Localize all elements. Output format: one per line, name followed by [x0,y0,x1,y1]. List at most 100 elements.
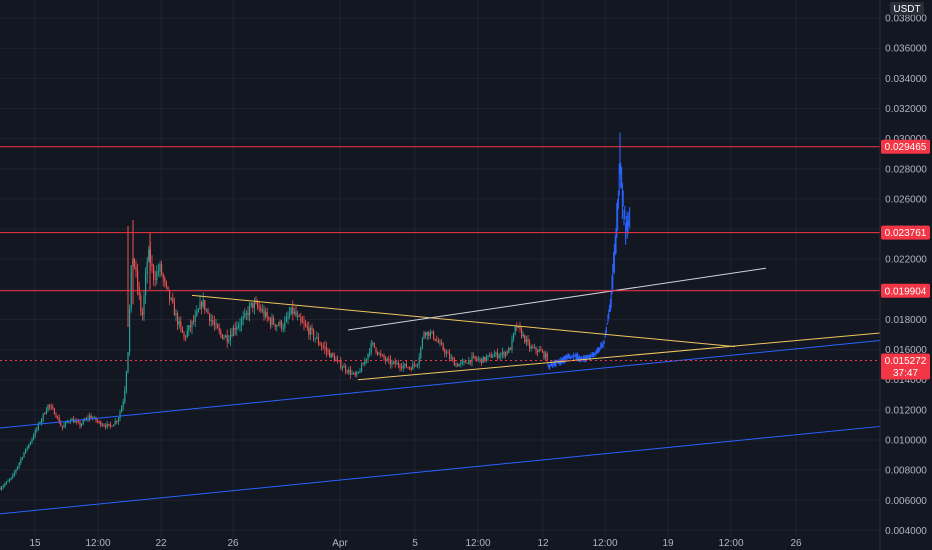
price-tick-label: 0.038000 [885,14,927,25]
candle-body [37,423,39,429]
candle-body [125,371,127,390]
candle-body [493,354,495,357]
candle-body [266,312,268,318]
candle-body [333,356,335,361]
candle-body [178,321,180,325]
price-axis [879,0,932,550]
candle-body [186,330,188,337]
candle-body [434,338,436,341]
candle-body [500,354,502,356]
candle-body [418,357,420,365]
candle-body [487,355,489,358]
candle-body [426,331,428,336]
candle-body [21,457,23,459]
candle-body [183,332,185,337]
candle-body [274,324,276,327]
candle-body [103,425,105,427]
candle-body [535,347,537,351]
candle-body [97,420,99,422]
candle-body [7,480,9,482]
candle-body [159,264,161,272]
candle-body [458,363,460,367]
candle-body [143,295,145,315]
candle-body [20,458,22,463]
candle-body [469,359,471,363]
candle-body [301,320,303,323]
candle-body [177,313,179,325]
candle-body [74,421,76,423]
candle-body [185,336,187,338]
candle-body [137,271,139,287]
candle-body [477,359,479,360]
level-price-label: 0.019904 [885,286,927,297]
candle-body [290,307,292,315]
candle-body [545,353,547,358]
candle-body [109,424,111,426]
candle-body [15,469,17,473]
candle-body [489,354,491,356]
candle-body [261,310,263,312]
candle-body [292,307,294,314]
candle-body [65,422,67,426]
candle-body [393,361,395,363]
candle-body [513,332,515,339]
level-price-tag [881,283,930,298]
candle-body [258,306,260,309]
candle-body [429,332,431,336]
currency-label: USDT [890,2,924,15]
candle-body [63,425,65,428]
candle-body [25,448,27,453]
candle-body [517,326,519,328]
candle-body [71,419,73,422]
candle-body [151,263,153,267]
candle-body [297,315,299,317]
candle-body [87,418,89,419]
candle-body [300,317,302,321]
candle-body [111,425,113,427]
candle-body [105,425,107,427]
candle-body [529,342,531,349]
candle-body [1,487,3,490]
level-price-tag [881,139,930,154]
candle-body [367,353,369,359]
candle-body [330,353,332,358]
level-price-label: 0.023761 [885,228,927,239]
candle-body [241,319,243,325]
candle-body [404,363,406,366]
candle-body [282,328,284,329]
candle-body [540,349,542,351]
candle-body [114,421,116,425]
time-tick-label: 12 [537,538,549,549]
candle-body [377,352,379,355]
candle-body [244,313,246,318]
candle-body [447,352,449,354]
candle-body [41,419,43,423]
price-tick-label: 0.022000 [885,255,927,266]
candle-body [362,364,364,366]
candle-body [508,348,510,353]
candle-body [217,324,219,329]
candle-body [338,360,340,362]
price-axis-background [880,0,932,550]
candle-body [311,327,313,330]
candle-body [415,364,417,366]
candle-body [202,300,204,307]
time-tick-label: 5 [412,538,418,549]
candle-body [196,311,198,316]
price-tick-label: 0.014000 [885,375,927,386]
candle-body [188,325,190,331]
candle-body [148,249,150,262]
candle-body [135,267,137,272]
candle-body [473,355,475,357]
candle-body [468,359,470,364]
candle-body [5,481,7,484]
candle-body [250,302,252,306]
candle-body [351,373,353,375]
candle-body [327,350,329,352]
candle-body [436,340,438,342]
candle-body [463,361,465,363]
candle-body [2,485,4,488]
candle-body [127,352,129,372]
candle-body [273,318,275,325]
